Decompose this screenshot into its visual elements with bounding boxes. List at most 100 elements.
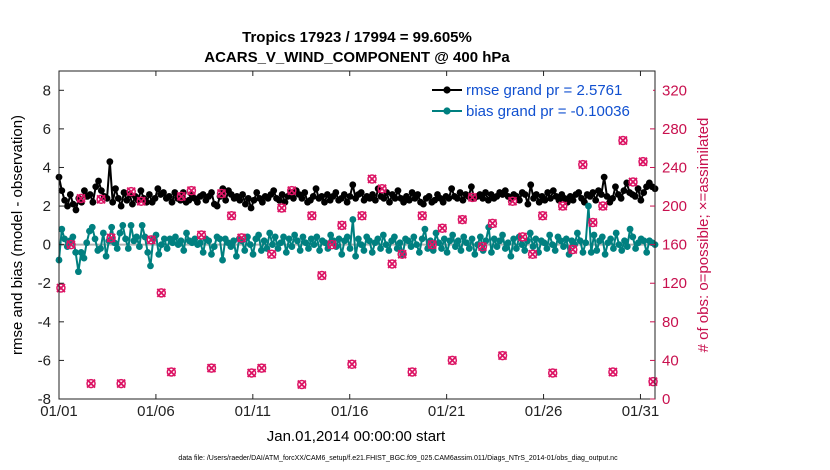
chart-subtitle: ACARS_V_WIND_COMPONENT @ 400 hPa: [204, 49, 510, 66]
rmse-point: [597, 191, 605, 198]
bias-point: [490, 235, 498, 243]
bias-point: [58, 225, 66, 233]
rmse-point: [414, 191, 422, 198]
assimilated-obs-stroke: [96, 194, 106, 204]
rmse-point: [66, 191, 74, 198]
possible-obs-marker: [246, 368, 257, 378]
assimilated-obs-stroke: [628, 177, 638, 187]
bias-point: [180, 247, 188, 254]
rmse-point: [535, 198, 543, 206]
rmse-point: [137, 187, 145, 195]
assimilated-obs-stroke: [106, 233, 116, 243]
bias-point: [396, 239, 404, 247]
bias-point: [546, 231, 554, 239]
assimilated-obs-stroke: [307, 211, 317, 221]
bias-point: [601, 250, 609, 258]
possible-obs-marker: [367, 174, 377, 184]
bias-point: [102, 252, 110, 260]
assimilated-obs-marker: [497, 350, 508, 361]
bias-point: [377, 245, 384, 252]
bias-point: [338, 250, 346, 258]
rmse-point: [575, 189, 583, 196]
rmse-point: [620, 187, 628, 195]
bias-point: [418, 235, 426, 243]
assimilated-obs-stroke: [357, 211, 367, 221]
rmse-point: [541, 196, 549, 204]
assimilated-obs-marker: [246, 368, 257, 378]
rmse-point: [371, 196, 379, 204]
rmse-point: [343, 198, 351, 206]
rmse-point: [479, 194, 487, 202]
possible-obs-marker: [417, 210, 427, 221]
rmse-point: [544, 189, 552, 196]
bias-point: [493, 243, 501, 250]
assimilated-obs-marker: [648, 376, 658, 387]
rmse-point: [61, 196, 69, 204]
bias-point: [354, 235, 362, 243]
assimilated-obs-stroke: [246, 368, 257, 378]
bias-point: [227, 243, 235, 250]
rmse-point: [270, 187, 278, 195]
assimilated-obs-marker: [116, 378, 126, 389]
possible-obs-marker: [457, 214, 468, 225]
assimilated-obs-stroke: [66, 240, 76, 250]
possible-obs-marker: [116, 378, 126, 389]
assimilated-obs-stroke: [407, 367, 417, 377]
assimilated-obs-marker: [467, 192, 478, 203]
legend-rmse-marker: [443, 86, 451, 94]
assimilated-obs-marker: [487, 218, 498, 229]
bias-point: [246, 241, 254, 249]
bias-point: [316, 247, 323, 254]
x-tick-label: 01/21: [428, 403, 466, 420]
bias-point: [366, 237, 373, 245]
assimilated-obs-marker: [136, 196, 146, 206]
bias-point: [374, 235, 382, 243]
bias-point: [615, 241, 623, 249]
assimilated-obs-marker: [277, 203, 287, 213]
bias-point: [560, 243, 567, 250]
y2-tick-label: 80: [662, 314, 679, 331]
possible-obs-marker: [628, 177, 638, 187]
rmse-point: [592, 196, 600, 204]
bias-point: [288, 243, 296, 250]
rmse-point: [185, 196, 193, 204]
possible-obs-marker: [256, 363, 267, 373]
bias-point: [529, 243, 537, 250]
possible-obs-marker: [437, 223, 448, 233]
rmse-point: [253, 189, 261, 196]
assimilated-obs-stroke: [136, 196, 146, 206]
assimilated-obs-marker: [568, 244, 578, 255]
assimilated-obs-marker: [297, 379, 307, 390]
possible-obs-marker: [266, 249, 277, 260]
assimilated-obs-stroke: [347, 359, 357, 369]
possible-obs-marker: [206, 363, 217, 373]
bias-point: [435, 239, 443, 247]
y-tick-label: 2: [43, 198, 51, 215]
rmse-point: [69, 200, 77, 208]
bias-point: [147, 262, 154, 270]
possible-obs-marker: [216, 188, 227, 199]
assimilated-obs-marker: [86, 378, 96, 389]
assimilated-obs-marker: [226, 211, 237, 221]
bias-point: [593, 247, 601, 254]
bias-point: [540, 239, 548, 247]
rmse-point: [145, 191, 153, 198]
possible-obs-marker: [196, 230, 207, 240]
assimilated-obs-marker: [417, 211, 427, 221]
rmse-point: [408, 189, 416, 196]
bias-point: [91, 235, 99, 243]
bias-point: [219, 256, 226, 264]
possible-obs-marker: [186, 185, 197, 196]
bias-point: [343, 233, 351, 241]
bias-point: [576, 237, 584, 245]
chart-title: Tropics 17923 / 17994 = 99.605%: [242, 29, 472, 46]
bias-point: [407, 243, 415, 250]
bias-point: [88, 223, 96, 231]
rmse-point: [81, 187, 88, 195]
assimilated-obs-marker: [588, 217, 598, 228]
bias-point: [590, 231, 598, 239]
possible-obs-marker: [608, 367, 618, 377]
bias-point: [612, 229, 620, 237]
possible-obs-marker: [547, 368, 558, 378]
bias-point: [135, 243, 143, 250]
